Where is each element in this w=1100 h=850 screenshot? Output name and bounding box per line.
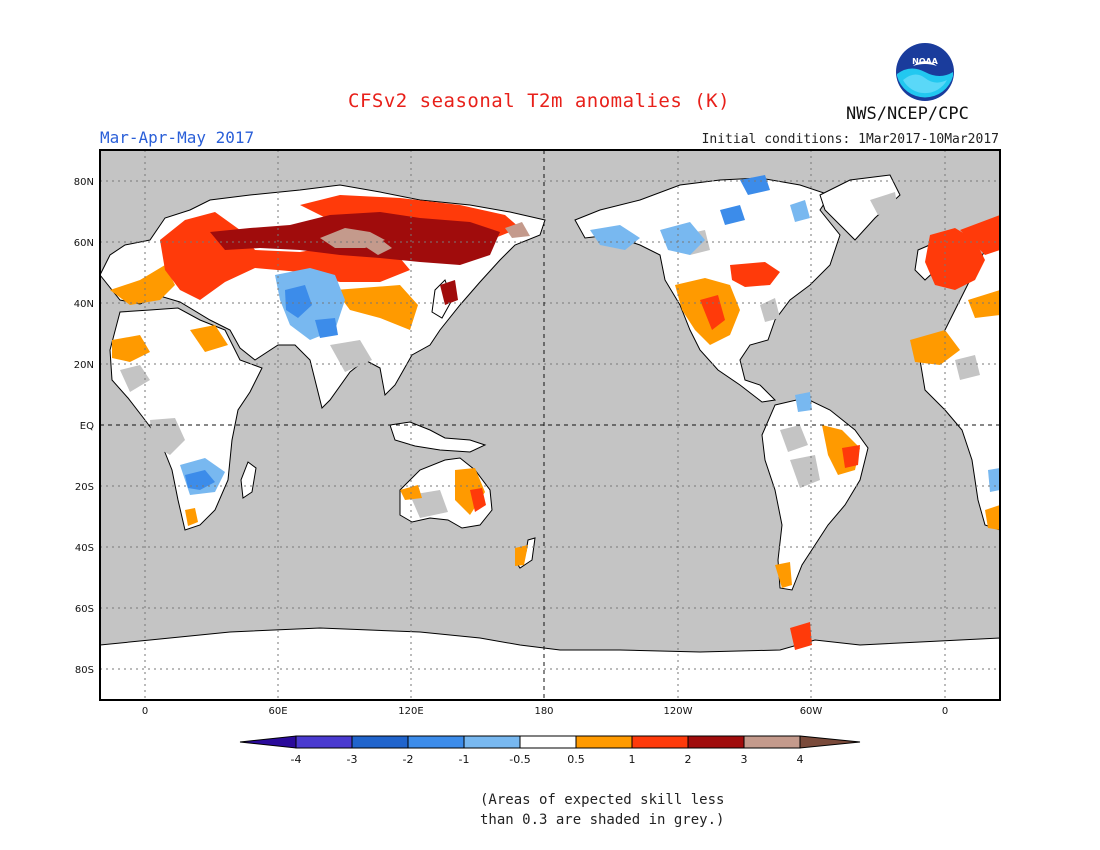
lon-label: 120E [398,706,423,717]
lat-label: 40S [75,543,94,554]
legend-tick: 1 [629,753,636,766]
initial-conditions: Initial conditions: 1Mar2017-10Mar2017 [701,132,999,147]
anomaly-blue [185,175,770,490]
lon-label: 180 [534,706,553,717]
lat-label: 20S [75,482,94,493]
color-legend [239,735,861,749]
low-skill-patches [120,192,980,518]
graticule [100,150,1000,700]
reference-lines [100,150,1000,700]
lat-label: 20N [74,360,94,371]
land-antarctica [100,627,1000,700]
map-border [99,149,1001,701]
legend-tick: -0.5 [509,753,530,766]
legend-tick: 3 [741,753,748,766]
legend-tick: -1 [459,753,470,766]
chart-title: CFSv2 seasonal T2m anomalies (K) [348,90,731,112]
legend-swatch [351,735,409,749]
noaa-logo-text: NOAA [912,57,938,66]
legend-tick-labels: -4 -3 -2 -1 -0.5 0.5 1 2 3 4 [291,753,804,766]
legend-tick: -2 [403,753,414,766]
legend-high-arrow [799,735,861,749]
lon-axis-labels: 0 60E 120E 180 120W 60W 0 [142,706,948,717]
land-greenland [819,174,901,241]
skill-note-line1: (Areas of expected skill less [480,792,725,808]
lon-label: 0 [142,706,148,717]
legend-tick: 4 [797,753,804,766]
legend-swatch [295,735,353,749]
legend-swatch [463,735,521,749]
anomaly-brown [320,222,530,255]
legend-swatch [743,735,801,749]
legend-tick: -4 [291,753,302,766]
legend-swatch [519,735,577,749]
lon-label: 120W [664,706,693,717]
lat-label: 80N [74,177,94,188]
legend-tick: 0.5 [567,753,585,766]
lat-axis-labels: 80N 60N 40N 20N EQ 20S 40S 60S 80S [74,177,94,676]
lon-label: 0 [942,706,948,717]
legend-swatch [631,735,689,749]
lat-label: 80S [75,665,94,676]
legend-tick: 2 [685,753,692,766]
forecast-period: Mar-Apr-May 2017 [100,128,255,147]
legend-low-arrow [239,735,297,749]
land-madagascar [240,461,257,499]
skill-note-line2: than 0.3 are shaded in grey.) [480,812,725,828]
organization-label: NWS/NCEP/CPC [846,104,969,124]
lon-label: 60W [800,706,823,717]
lon-label: 60E [268,706,287,717]
lat-label: 60N [74,238,94,249]
land-indonesia [389,421,487,453]
legend-swatch [407,735,465,749]
legend-swatch [687,735,745,749]
legend-swatch [575,735,633,749]
lat-label: 40N [74,299,94,310]
noaa-logo: NOAA [896,43,954,101]
legend-tick: -3 [347,753,358,766]
lat-label: EQ [80,421,94,432]
lat-label: 60S [75,604,94,615]
